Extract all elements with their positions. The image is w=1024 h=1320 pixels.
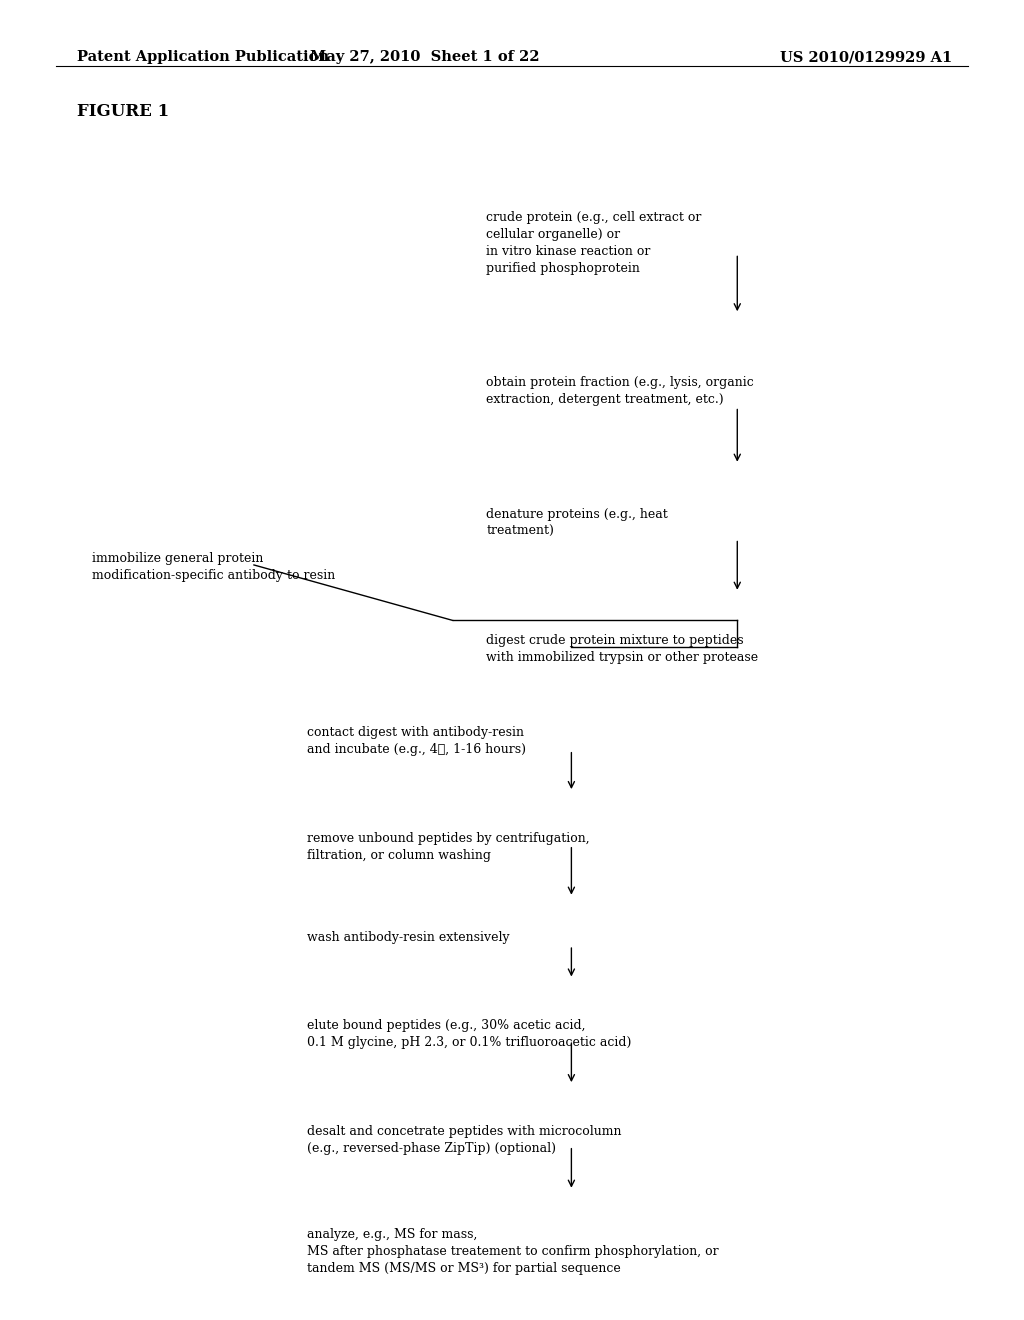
Text: elute bound peptides (e.g., 30% acetic acid,
0.1 M glycine, pH 2.3, or 0.1% trif: elute bound peptides (e.g., 30% acetic a… — [307, 1019, 632, 1049]
Text: crude protein (e.g., cell extract or
cellular organelle) or
in vitro kinase reac: crude protein (e.g., cell extract or cel… — [486, 211, 701, 275]
Text: analyze, e.g., MS for mass,
MS after phosphatase treatement to confirm phosphory: analyze, e.g., MS for mass, MS after pho… — [307, 1228, 719, 1275]
Text: denature proteins (e.g., heat
treatment): denature proteins (e.g., heat treatment) — [486, 508, 668, 539]
Text: US 2010/0129929 A1: US 2010/0129929 A1 — [780, 50, 952, 65]
Text: May 27, 2010  Sheet 1 of 22: May 27, 2010 Sheet 1 of 22 — [310, 50, 540, 65]
Text: remove unbound peptides by centrifugation,
filtration, or column washing: remove unbound peptides by centrifugatio… — [307, 832, 590, 862]
Text: immobilize general protein
modification-specific antibody to resin: immobilize general protein modification-… — [92, 552, 336, 582]
Text: desalt and concetrate peptides with microcolumn
(e.g., reversed-phase ZipTip) (o: desalt and concetrate peptides with micr… — [307, 1125, 622, 1155]
Text: wash antibody-resin extensively: wash antibody-resin extensively — [307, 931, 510, 944]
Text: digest crude protein mixture to peptides
with immobilized trypsin or other prote: digest crude protein mixture to peptides… — [486, 634, 759, 664]
Text: Patent Application Publication: Patent Application Publication — [77, 50, 329, 65]
Text: FIGURE 1: FIGURE 1 — [77, 103, 169, 120]
Text: contact digest with antibody-resin
and incubate (e.g., 4ℓ, 1-16 hours): contact digest with antibody-resin and i… — [307, 726, 526, 756]
Text: obtain protein fraction (e.g., lysis, organic
extraction, detergent treatment, e: obtain protein fraction (e.g., lysis, or… — [486, 376, 754, 407]
